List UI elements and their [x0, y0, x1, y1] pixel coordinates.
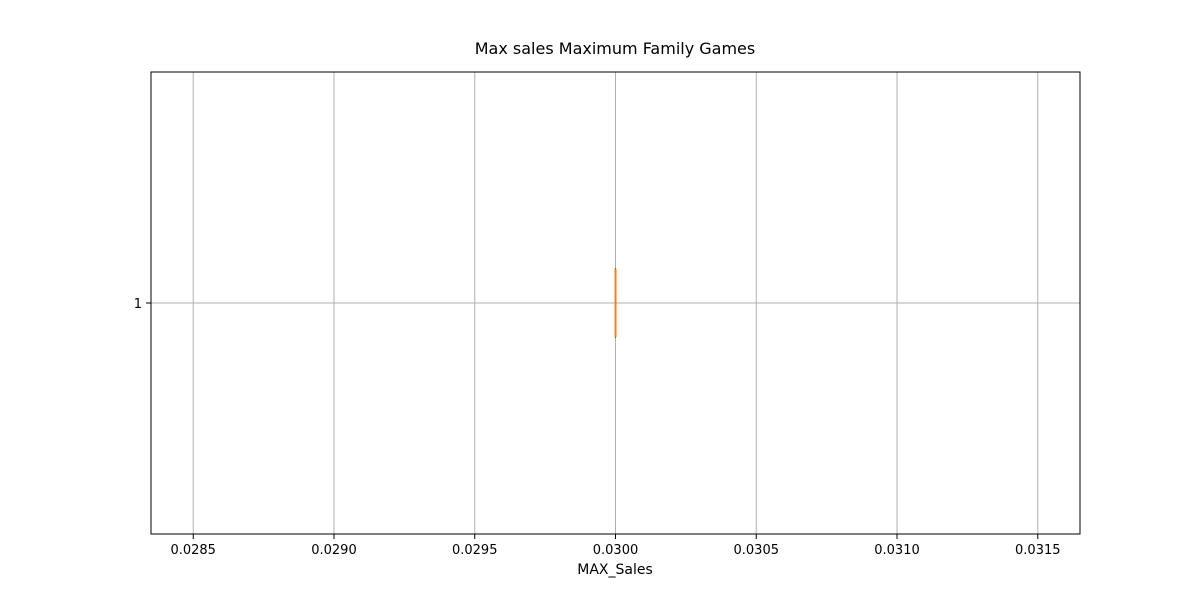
x-tick-label: 0.0310 [874, 543, 920, 558]
ticks: 0.0285 0.0290 0.0295 0.0300 0.0305 0.0310 0.03… [134, 297, 1061, 558]
x-tick-label: 0.0290 [311, 543, 357, 558]
x-tick-label: 0.0305 [734, 543, 780, 558]
x-tick-label: 0.0315 [1015, 543, 1061, 558]
y-tick-label: 1 [134, 297, 142, 312]
x-tick-label: 0.0300 [593, 543, 639, 558]
x-tick-label: 0.0285 [170, 543, 216, 558]
x-axis-label: MAX_Sales [577, 562, 653, 578]
grid [151, 72, 1080, 534]
chart-title: Max sales Maximum Family Games [475, 39, 755, 58]
x-tick-label: 0.0295 [452, 543, 498, 558]
